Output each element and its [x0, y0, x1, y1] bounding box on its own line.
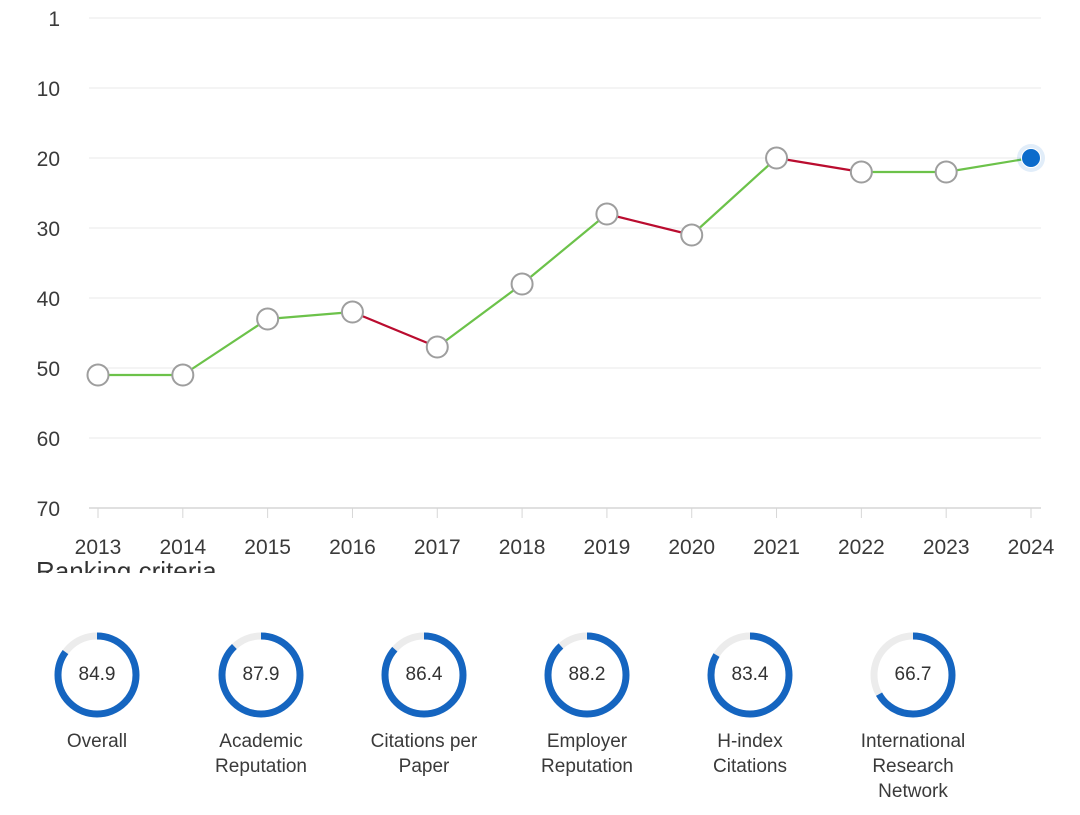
rank-line — [96, 156, 1033, 377]
data-point-current — [1021, 148, 1041, 168]
gauge-fill — [544, 632, 630, 718]
gauge-score: 86.4 — [405, 664, 443, 685]
gauge-ring — [870, 632, 956, 718]
criterion-h-index-citations: 83.4 H-index Citations — [675, 630, 825, 779]
x-tick-label: 2017 — [414, 536, 461, 559]
y-tick-label: 30 — [37, 218, 60, 241]
x-tick-label: 2021 — [753, 536, 800, 559]
data-point — [86, 363, 110, 387]
gauge-ring — [218, 632, 304, 718]
criterion-label: Academic Reputation — [215, 731, 307, 777]
score-gauge: 66.7 — [868, 630, 958, 720]
gauge-fill — [381, 632, 467, 718]
gauge-ring — [54, 632, 140, 718]
x-tick-label: 2016 — [329, 536, 376, 559]
x-tick-label: 2020 — [668, 536, 715, 559]
data-point — [680, 223, 704, 247]
gauge-score: 83.4 — [731, 664, 769, 685]
x-tick-label: 2015 — [244, 536, 291, 559]
line-segment — [436, 282, 524, 349]
data-point — [171, 363, 195, 387]
x-tick-label: 2018 — [499, 536, 546, 559]
y-tick-label: 1 — [48, 8, 60, 31]
gauge-score: 87.9 — [242, 664, 280, 685]
score-gauge: 87.9 — [216, 630, 306, 720]
gauge-score: 66.7 — [894, 664, 932, 685]
data-point — [934, 160, 958, 184]
x-tick-label: 2013 — [75, 536, 122, 559]
criterion-label: International Research Network — [860, 731, 966, 802]
data-point — [765, 146, 789, 170]
x-tick-label: 2023 — [923, 536, 970, 559]
line-segment — [605, 212, 693, 237]
line-segment — [520, 212, 609, 286]
data-point — [510, 272, 534, 296]
score-gauge: 86.4 — [379, 630, 469, 720]
score-gauge: 88.2 — [542, 630, 632, 720]
gauge-fill — [218, 632, 304, 718]
chart-grid — [89, 17, 1041, 509]
x-tick-label: 2014 — [159, 536, 206, 559]
x-tick-label: 2024 — [1008, 536, 1055, 559]
data-point — [425, 335, 449, 359]
rank-points — [86, 144, 1045, 387]
line-segment — [266, 310, 354, 321]
data-point — [849, 160, 873, 184]
criterion-employer-reputation: 88.2 Employer Reputation — [512, 630, 662, 779]
criterion-label: Citations per Paper — [370, 731, 478, 777]
criterion-label: Employer Reputation — [541, 731, 633, 777]
y-tick-label: 40 — [37, 288, 60, 311]
x-tick-label: 2019 — [584, 536, 631, 559]
criterion-label: H-index Citations — [713, 731, 787, 777]
y-tick-label: 10 — [37, 78, 60, 101]
line-segment — [351, 310, 439, 349]
gauge-fill — [54, 632, 140, 718]
criterion-citations-per-paper: 86.4 Citations per Paper — [349, 630, 499, 779]
x-tick-label: 2022 — [838, 536, 885, 559]
gauge-fill — [707, 632, 793, 718]
gauge-score: 88.2 — [568, 664, 606, 685]
y-tick-label: 60 — [37, 428, 60, 451]
y-tick-label: 70 — [37, 498, 60, 521]
line-segment — [690, 156, 778, 237]
gauge-fill — [870, 632, 956, 718]
chart-axes: 1 10 20 30 40 50 60 70 2013 2014 2015 2016 2017 2018 2… — [37, 8, 1055, 559]
data-point — [256, 307, 280, 331]
criterion-academic-reputation: 87.9 Academic Reputation — [186, 630, 336, 779]
line-segment — [775, 156, 863, 174]
criterion-overall: 84.9 Overall — [22, 630, 172, 754]
score-gauge: 83.4 — [705, 630, 795, 720]
ranking-history-chart: 1 10 20 30 40 50 60 70 2013 2014 2015 2016 2017 2018 2… — [37, 8, 1055, 559]
data-point — [595, 202, 619, 226]
gauge-score: 84.9 — [78, 664, 116, 685]
ranking-criteria-heading: Ranking criteria — [36, 556, 217, 573]
score-gauge: 84.9 — [52, 630, 142, 720]
data-point — [340, 300, 364, 324]
line-segment — [181, 317, 269, 377]
line-segment — [945, 156, 1033, 174]
gauge-ring — [707, 632, 793, 718]
criterion-international-research-network: 66.7 International Research Network — [838, 630, 988, 804]
y-tick-label: 20 — [37, 148, 60, 171]
ranking-criteria-list: 84.9 Overall 87.9 Academic Reputation 86… — [0, 630, 1080, 815]
y-tick-label: 50 — [37, 358, 60, 381]
criterion-label: Overall — [66, 731, 128, 752]
gauge-ring — [381, 632, 467, 718]
gauge-ring — [544, 632, 630, 718]
